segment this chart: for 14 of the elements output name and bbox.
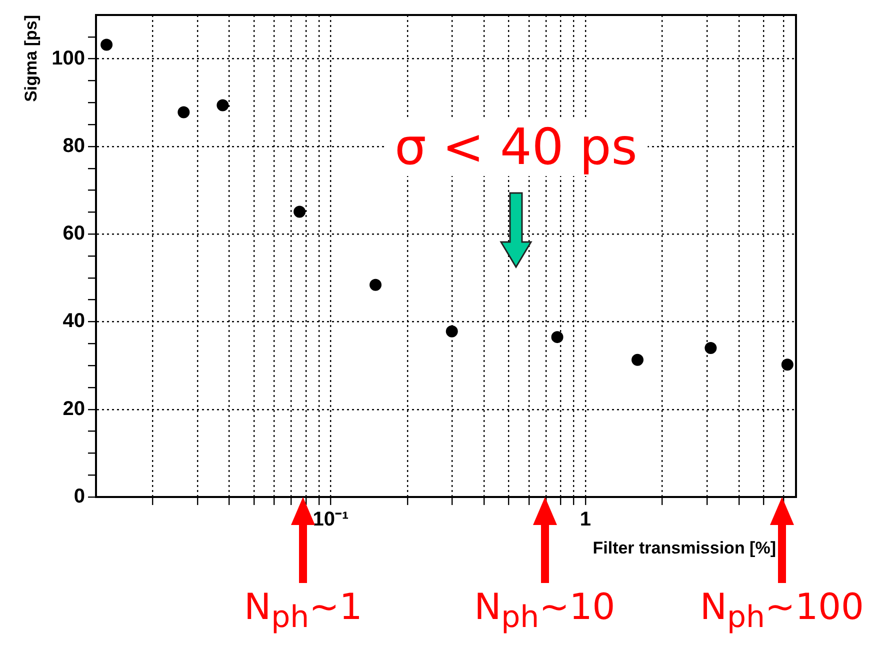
- y-tick-label: 100: [52, 47, 85, 70]
- y-tick-label: 80: [62, 134, 85, 157]
- y-tick-label: 20: [62, 398, 85, 420]
- x-tick-label: 10⁻¹: [312, 508, 349, 531]
- y-axis-title: Sigma [ps]: [22, 15, 41, 102]
- annotation: σ < 40 ps: [384, 118, 648, 176]
- text: N$_{ph}$~10: [474, 587, 616, 636]
- y-tick-label: 0: [74, 486, 85, 508]
- x-axis-title: Filter transmission [%]: [592, 538, 776, 558]
- x-tick-label: 1: [580, 508, 592, 531]
- text: N$_{ph}$~100: [700, 587, 864, 636]
- text: N$_{ph}$~1: [244, 587, 362, 636]
- y-tick-label: 60: [62, 222, 85, 245]
- y-tick-label: 40: [62, 310, 85, 332]
